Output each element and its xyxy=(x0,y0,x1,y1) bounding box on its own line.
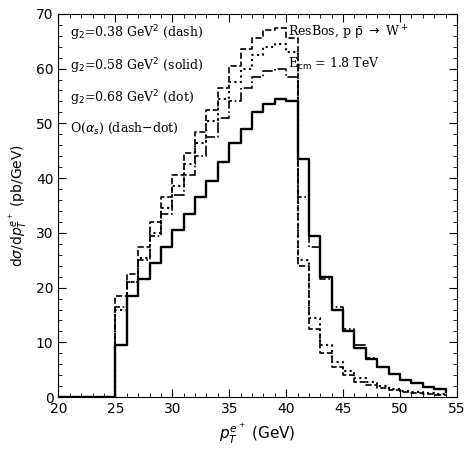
X-axis label: $p_T^{e^+}$ (GeV): $p_T^{e^+}$ (GeV) xyxy=(219,422,296,446)
Text: ResBos, p $\bar{\rm p}$ $\rightarrow$ W$^+$: ResBos, p $\bar{\rm p}$ $\rightarrow$ W$… xyxy=(288,24,408,42)
Text: g$_2$=0.58 GeV$^2$ (solid): g$_2$=0.58 GeV$^2$ (solid) xyxy=(70,56,204,76)
Text: O($\alpha_s$) (dash$-$dot): O($\alpha_s$) (dash$-$dot) xyxy=(70,121,179,136)
Y-axis label: d$\sigma$/d$p_T^{e^+}$ (pb/GeV): d$\sigma$/d$p_T^{e^+}$ (pb/GeV) xyxy=(9,144,30,267)
Text: g$_2$=0.38 GeV$^2$ (dash): g$_2$=0.38 GeV$^2$ (dash) xyxy=(70,24,204,43)
Text: E$_{\rm cm}$ = 1.8 TeV: E$_{\rm cm}$ = 1.8 TeV xyxy=(288,56,379,72)
Text: g$_2$=0.68 GeV$^2$ (dot): g$_2$=0.68 GeV$^2$ (dot) xyxy=(70,89,194,108)
